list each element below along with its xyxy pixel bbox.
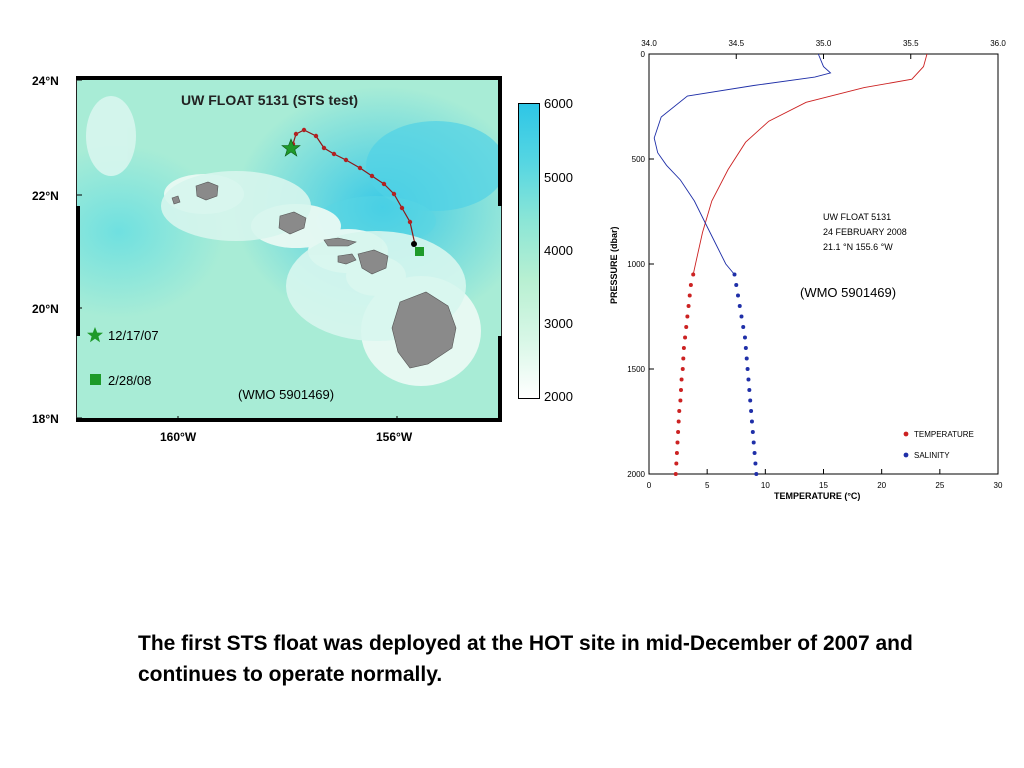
series-point-salinity <box>754 472 759 476</box>
x-tick-label: 20 <box>877 481 886 490</box>
float-track-map <box>76 76 502 422</box>
series-point-salinity <box>749 419 754 424</box>
series-point-salinity <box>743 346 748 350</box>
series-point-temperature <box>676 419 681 424</box>
annotation-line-3: 21.1 °N 155.6 °W <box>823 242 893 252</box>
series-point-temperature <box>674 461 679 466</box>
series-point-salinity <box>739 314 744 319</box>
chart-wmo-label: (WMO 5901469) <box>800 285 896 300</box>
series-point-temperature <box>684 325 689 329</box>
series-point-temperature <box>680 367 685 371</box>
series-point-temperature <box>686 304 691 308</box>
series-point-salinity <box>752 451 757 455</box>
islands <box>171 181 457 369</box>
series-point-temperature <box>688 283 693 287</box>
series-point-salinity <box>753 461 758 466</box>
x-axis-label: TEMPERATURE (°C) <box>774 491 860 501</box>
series-point-salinity <box>747 388 752 392</box>
x-tick-label: 15 <box>819 481 828 490</box>
x-tick-label: 0 <box>647 481 652 490</box>
series-point-temperature <box>681 346 686 350</box>
legend-label-salinity: SALINITY <box>914 451 950 460</box>
y-axis-label: PRESSURE (dbar) <box>609 226 619 304</box>
legend-end-date: 2/28/08 <box>108 373 152 388</box>
series-point-salinity <box>742 335 747 340</box>
profile-chart: 0 5 10 15 20 25 30 34.0 34.5 35.0 35.5 36.0 0 500 1000… <box>609 39 1006 501</box>
y-tick-label: 2000 <box>627 470 645 479</box>
legend-start-date: 12/17/07 <box>108 328 159 343</box>
series-point-temperature <box>677 409 682 413</box>
series-point-salinity <box>746 377 751 382</box>
x-tick-label: 5 <box>705 481 710 490</box>
series-point-salinity <box>737 304 742 308</box>
series-point-temperature <box>673 472 678 476</box>
series-line-temperature <box>692 53 928 275</box>
y-tick-label: 0 <box>641 50 646 59</box>
plot-frame <box>648 53 999 475</box>
series-point-salinity <box>745 367 750 371</box>
series-point-salinity <box>732 272 737 277</box>
caption-text: The first STS float was deployed at the … <box>138 632 913 686</box>
series-point-temperature <box>678 388 683 392</box>
map-wmo-label: (WMO 5901469) <box>238 387 335 402</box>
series-point-salinity <box>734 283 739 287</box>
series-point-temperature <box>685 314 690 319</box>
series-point-salinity <box>748 398 753 403</box>
y-tick-label: 1500 <box>627 365 645 374</box>
depth-colorbar <box>518 103 540 399</box>
lat-label-20: 20°N <box>32 302 59 316</box>
colorbar-tick-3000: 3000 <box>544 316 573 331</box>
x-tick-label: 10 <box>761 481 770 490</box>
x-top-tick-label: 35.0 <box>816 39 832 48</box>
colorbar-tick-6000: 6000 <box>544 96 573 111</box>
legend-square-icon <box>90 374 101 385</box>
legend-marker-salinity <box>903 452 909 458</box>
lat-label-24: 24°N <box>32 74 59 88</box>
annotation-line-1: UW FLOAT 5131 <box>823 212 891 222</box>
series-point-salinity <box>741 325 746 329</box>
series-point-salinity <box>749 409 754 413</box>
end-square-icon <box>415 247 424 256</box>
x-top-tick-label: 35.5 <box>903 39 919 48</box>
lon-label-160: 160°W <box>160 430 197 444</box>
series-point-temperature <box>676 430 681 434</box>
float-track-points <box>290 127 417 247</box>
series-point-temperature <box>687 293 692 298</box>
x-top-tick-label: 36.0 <box>990 39 1006 48</box>
lat-label-22: 22°N <box>32 189 59 203</box>
colorbar-tick-5000: 5000 <box>544 170 573 185</box>
series-point-temperature <box>681 356 686 361</box>
colorbar-tick-2000: 2000 <box>544 389 573 404</box>
series-point-salinity <box>751 440 756 445</box>
series-point-temperature <box>678 398 683 403</box>
series-point-salinity <box>735 293 740 298</box>
series-line-salinity <box>653 53 832 275</box>
y-tick-label: 1000 <box>627 260 645 269</box>
start-star-icon <box>281 138 301 157</box>
series-point-temperature <box>683 335 688 340</box>
legend-marker-temperature <box>903 431 909 437</box>
legend-label-temperature: TEMPERATURE <box>914 430 974 439</box>
colorbar-tick-4000: 4000 <box>544 243 573 258</box>
series-point-salinity <box>750 430 755 434</box>
x-tick-label: 25 <box>935 481 944 490</box>
lat-label-18: 18°N <box>32 412 59 426</box>
x-top-tick-label: 34.5 <box>728 39 744 48</box>
series-point-temperature <box>675 440 680 445</box>
map-title: UW FLOAT 5131 (STS test) <box>181 92 359 108</box>
x-tick-label: 30 <box>994 481 1003 490</box>
legend-star-icon <box>87 327 103 343</box>
annotation-line-2: 24 FEBRUARY 2008 <box>823 227 907 237</box>
series-point-temperature <box>679 377 684 382</box>
x-top-tick-label: 34.0 <box>641 39 657 48</box>
y-tick-label: 500 <box>632 155 646 164</box>
lon-label-156: 156°W <box>376 430 413 444</box>
series-point-salinity <box>744 356 749 361</box>
series-point-temperature <box>691 272 696 277</box>
series-point-temperature <box>674 451 679 455</box>
